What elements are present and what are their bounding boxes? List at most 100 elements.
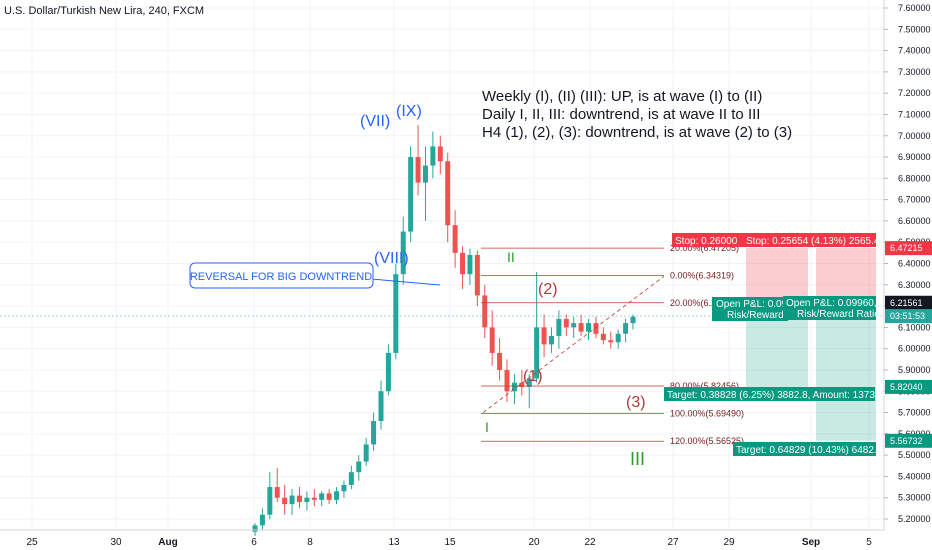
fib-label: 0.00%(6.34319) — [670, 271, 734, 281]
candle-body — [526, 378, 532, 387]
candle-body — [334, 491, 340, 500]
trend-line — [482, 275, 665, 413]
price-badges: 6.47215 6.21561 03:51:53 5.82040 5.56732 — [885, 241, 932, 448]
stop-label-1[interactable]: Stop: 0.26000 — [672, 233, 746, 247]
candle-body — [385, 352, 391, 392]
price-tick-label: 6.00000 — [898, 344, 931, 354]
candle-body — [541, 327, 547, 345]
candle-body — [356, 461, 362, 473]
candle-body — [400, 231, 406, 275]
pnl-label-2[interactable]: Open P&L: 0.09960, Qty: Risk/Reward Rati… — [783, 296, 900, 320]
time-tick-label: Aug — [158, 537, 177, 548]
candle-layer — [252, 125, 636, 537]
candle-body — [630, 316, 636, 324]
candle-body — [259, 514, 265, 526]
symbol-title: U.S. Dollar/Turkish New Lira, 240, FXCM — [4, 5, 204, 17]
candle-body — [319, 493, 325, 500]
price-tick-label: 7.10000 — [898, 109, 931, 119]
target-label-1[interactable]: Target: 0.38828 (6.25%) 3882.8, Amount: … — [664, 387, 889, 401]
time-tick-label: 8 — [307, 537, 313, 548]
target-label-2-text: Target: 0.64829 (10.43%) 6482.9, Am — [736, 445, 902, 456]
candle-body — [600, 333, 606, 341]
time-axis[interactable]: 25 30 Aug 6 8 13 15 20 22 27 29 Sep 5 — [0, 529, 884, 548]
candle-body — [430, 146, 436, 166]
candle-body — [304, 497, 310, 502]
candle-body — [571, 323, 577, 328]
candle-body — [497, 352, 503, 370]
price-badge — [885, 241, 932, 256]
candle-body — [504, 369, 510, 392]
pnl-label-1-line1: Open P&L: 0.09 — [716, 299, 788, 310]
candle-body — [534, 327, 540, 379]
price-tick-label: 5.70000 — [898, 408, 931, 418]
candle-body — [586, 323, 592, 332]
candle-body — [623, 323, 629, 334]
pnl-label-1-line2: Risk/Reward — [727, 310, 784, 321]
candle-body — [556, 318, 562, 336]
candle-body — [437, 146, 443, 162]
wave-label-viii: (VIII) — [374, 250, 409, 267]
price-tick-label: 5.30000 — [898, 493, 931, 503]
candle-body — [445, 161, 451, 226]
candle-body — [341, 484, 347, 492]
price-tick-label: 6.70000 — [898, 195, 931, 205]
time-tick-label: 30 — [110, 537, 122, 548]
time-tick-label: 22 — [584, 537, 596, 548]
price-axis[interactable]: 7.60000 7.50000 7.40000 7.30000 7.20000 7.100… — [883, 0, 931, 530]
fib-label: 80.00%(5.82456) — [670, 381, 739, 391]
reversal-callout-text: REVERSAL FOR BIG DOWNTREND — [190, 271, 372, 283]
candle-body — [296, 495, 302, 502]
price-tick-label: 6.80000 — [898, 173, 931, 183]
target-label-1-text: Target: 0.38828 (6.25%) 3882.8, Amount: … — [667, 390, 889, 401]
candle-body — [563, 318, 569, 328]
wave-label-vii: (VII) — [360, 113, 390, 130]
candle-body — [393, 274, 399, 353]
wave-label-III: III — [630, 449, 645, 469]
candle-body — [482, 295, 488, 328]
price-badge — [885, 379, 932, 394]
price-badge — [885, 433, 932, 448]
price-tick-label: 5.90000 — [898, 365, 931, 375]
wave-label-2: (2) — [538, 281, 558, 298]
wave-comment-h4: H4 (1), (2), (3): downtrend, is at wave … — [482, 124, 792, 141]
price-tick-label: 7.30000 — [898, 67, 931, 77]
time-tick-label: 15 — [444, 537, 456, 548]
reversal-callout[interactable]: REVERSAL FOR BIG DOWNTREND — [189, 262, 441, 289]
pnl-label-2-line2: Risk/Reward Ratio: 2.5 — [797, 309, 900, 320]
time-tick-label: 13 — [388, 537, 400, 548]
candle-body — [267, 487, 273, 515]
price-tick-label: 6.40000 — [898, 259, 931, 269]
candle-body — [460, 252, 466, 275]
candle-body — [548, 335, 554, 345]
candle-body — [452, 225, 458, 253]
price-badge-text: 6.47215 — [890, 243, 923, 253]
candle-body — [252, 525, 258, 532]
time-tick-label: 25 — [26, 537, 38, 548]
candle-body — [408, 157, 414, 232]
price-tick-label: 6.30000 — [898, 280, 931, 290]
candle-body — [311, 497, 317, 500]
fib-label: 20.00%(6.47205) — [670, 243, 739, 253]
candle-body — [467, 254, 473, 275]
price-tick-label: 6.10000 — [898, 322, 931, 332]
fib-label: 20.00%(6.21561) — [670, 298, 739, 308]
fib-label: 100.00%(5.69490) — [670, 409, 744, 419]
candle-body — [593, 323, 599, 334]
candle-body — [282, 497, 288, 505]
pnl-label-1[interactable]: Open P&L: 0.09 Risk/Reward — [712, 297, 788, 321]
stop-label-2-text: Stop: 0.25654 (4.13%) 2565.4, Am — [746, 236, 899, 247]
stop-label-2[interactable]: Stop: 0.25654 (4.13%) 2565.4, Am — [743, 233, 899, 247]
candle-body — [608, 340, 614, 343]
candle-body — [378, 391, 384, 422]
target-label-2[interactable]: Target: 0.64829 (10.43%) 6482.9, Am — [733, 442, 902, 456]
candle-body — [371, 421, 377, 445]
candle-body — [348, 472, 354, 485]
time-tick-label: 27 — [667, 537, 679, 548]
pnl-label-2-line1: Open P&L: 0.09960, Qty: — [786, 298, 898, 309]
price-tick-label: 7.60000 — [898, 3, 931, 13]
time-tick-label: Sep — [802, 537, 820, 548]
price-tick-label: 5.50000 — [898, 450, 931, 460]
wave-label-II: II — [507, 249, 515, 265]
